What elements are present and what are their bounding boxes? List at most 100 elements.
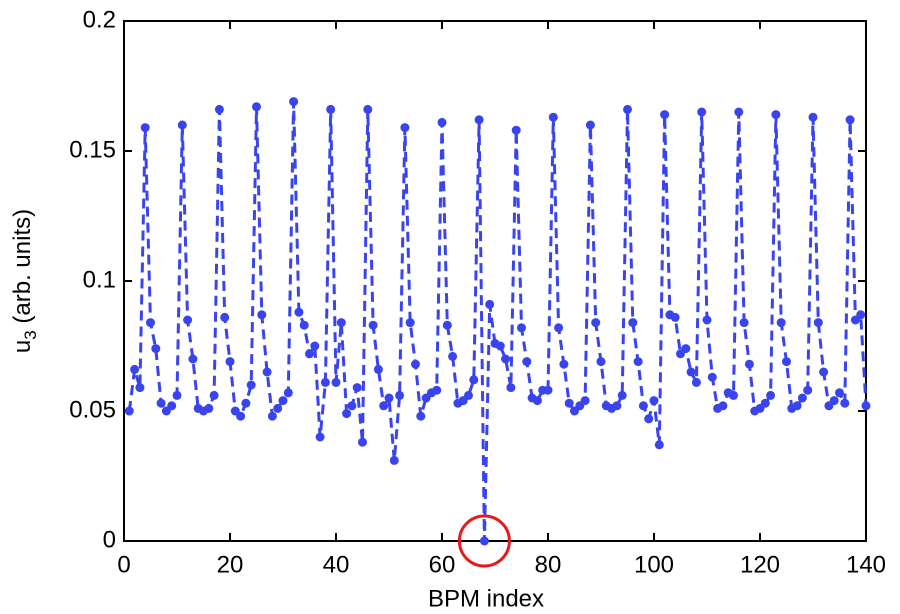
data-point <box>612 401 622 411</box>
x-tick-label: 100 <box>634 551 674 578</box>
data-point <box>771 110 781 120</box>
data-point <box>511 125 521 135</box>
data-point <box>273 403 283 413</box>
y-label-suffix: (arb. units) <box>9 209 36 330</box>
data-point <box>246 380 256 390</box>
data-point <box>124 406 134 416</box>
data-point <box>336 318 346 328</box>
data-point <box>315 432 325 442</box>
data-point <box>596 357 606 367</box>
data-point <box>686 367 696 377</box>
data-point <box>267 411 277 421</box>
data-point <box>236 411 246 421</box>
x-tick-label: 140 <box>846 551 886 578</box>
data-point <box>331 377 341 387</box>
data-point <box>389 455 399 465</box>
data-point <box>638 401 648 411</box>
data-point <box>861 401 871 411</box>
data-point <box>379 401 389 411</box>
data-point <box>718 401 728 411</box>
data-point <box>691 377 701 387</box>
data-point <box>262 367 272 377</box>
data-point <box>739 318 749 328</box>
data-point <box>559 359 569 369</box>
data-point <box>384 393 394 403</box>
data-point <box>543 385 553 395</box>
data-point <box>697 107 707 117</box>
data-point <box>373 364 383 374</box>
data-point <box>352 383 362 393</box>
data-point <box>395 390 405 400</box>
data-point <box>813 318 823 328</box>
data-point <box>856 310 866 320</box>
x-tick-label: 120 <box>740 551 780 578</box>
data-point <box>744 359 754 369</box>
data-point <box>130 364 140 374</box>
data-point <box>347 401 357 411</box>
data-point <box>278 396 288 406</box>
data-point <box>734 107 744 117</box>
data-point <box>167 401 177 411</box>
x-tick-label: 40 <box>323 551 350 578</box>
series-line <box>127 101 868 542</box>
data-point <box>522 357 532 367</box>
data-point <box>342 409 352 419</box>
data-point <box>628 318 638 328</box>
data-point <box>220 312 230 322</box>
data-point <box>776 318 786 328</box>
data-point <box>294 307 304 317</box>
data-point <box>654 440 664 450</box>
y-axis-label: u3 (arb. units) <box>9 209 40 353</box>
data-point <box>188 354 198 364</box>
data-point <box>840 398 850 408</box>
data-point <box>310 341 320 351</box>
data-point <box>580 396 590 406</box>
data-point <box>214 104 224 114</box>
data-point <box>506 383 516 393</box>
data-point <box>633 357 643 367</box>
data-point <box>469 375 479 385</box>
data-point <box>564 398 574 408</box>
data-point <box>591 318 601 328</box>
data-point <box>204 403 214 413</box>
y-tick-label: 0.15 <box>69 136 116 163</box>
data-point <box>363 104 373 114</box>
data-point <box>225 357 235 367</box>
data-point <box>782 357 791 367</box>
data-point <box>464 390 473 400</box>
x-tick-label: 60 <box>429 551 456 578</box>
data-point <box>532 396 542 406</box>
data-point <box>808 112 818 122</box>
data-point <box>819 367 829 377</box>
x-tick-label: 20 <box>217 551 244 578</box>
data-point <box>495 341 505 351</box>
data-point <box>660 110 670 120</box>
x-axis-label: BPM index <box>428 585 544 612</box>
data-point <box>416 411 426 421</box>
data-point <box>368 320 378 330</box>
y-label-subscript: 3 <box>21 330 40 339</box>
data-point <box>146 318 155 328</box>
data-point <box>252 102 261 112</box>
x-tick-label: 80 <box>535 551 562 578</box>
y-tick-label: 0 <box>103 526 116 553</box>
data-point <box>829 396 839 406</box>
data-point <box>156 398 166 408</box>
data-point <box>702 315 712 325</box>
data-point <box>135 383 145 393</box>
data-point <box>305 349 314 359</box>
data-point <box>177 120 187 130</box>
data-point <box>681 344 691 354</box>
data-point <box>140 123 150 133</box>
data-point <box>405 318 415 328</box>
data-point <box>283 388 293 398</box>
data-point <box>760 398 770 408</box>
plot-frame <box>123 20 867 542</box>
data-point <box>474 115 484 125</box>
data-point <box>797 393 807 403</box>
data-point <box>400 123 410 133</box>
data-point <box>172 390 182 400</box>
data-point <box>803 385 813 395</box>
y-tick-label: 0.2 <box>83 6 116 33</box>
data-point <box>358 437 367 447</box>
